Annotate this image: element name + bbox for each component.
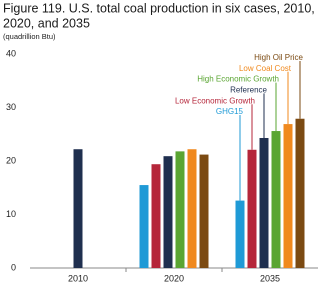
bar bbox=[175, 151, 185, 268]
bar bbox=[295, 118, 305, 268]
series-label: High Economic Growth bbox=[197, 75, 279, 84]
y-tick-label: 0 bbox=[11, 262, 16, 272]
y-tick-label: 40 bbox=[6, 48, 16, 58]
bar bbox=[259, 137, 269, 268]
y-tick-label: 10 bbox=[6, 209, 16, 219]
chart-title: Figure 119. U.S. total coal production i… bbox=[3, 1, 315, 15]
x-tick-label: 2010 bbox=[68, 273, 88, 283]
y-tick-label: 30 bbox=[6, 102, 16, 112]
bar bbox=[199, 154, 209, 268]
bar bbox=[187, 149, 197, 268]
bar bbox=[235, 200, 245, 268]
bar bbox=[283, 124, 293, 269]
series-label: GHG15 bbox=[216, 107, 244, 116]
bar bbox=[73, 149, 83, 268]
chart-title: 2020, and 2035 bbox=[3, 16, 90, 30]
x-tick-label: 2035 bbox=[260, 273, 280, 283]
bar bbox=[247, 149, 257, 268]
bar bbox=[151, 164, 161, 268]
x-tick-label: 2020 bbox=[164, 273, 184, 283]
series-label: Reference bbox=[230, 86, 267, 95]
y-tick-label: 20 bbox=[6, 155, 16, 165]
series-label: Low Coal Cost bbox=[239, 64, 292, 73]
bar bbox=[271, 131, 281, 268]
series-label: Low Economic Growth bbox=[175, 96, 255, 105]
bar bbox=[139, 185, 149, 268]
bar bbox=[163, 156, 173, 268]
chart-subtitle: (quadrillion Btu) bbox=[3, 32, 56, 41]
series-label: High Oil Price bbox=[254, 53, 303, 62]
